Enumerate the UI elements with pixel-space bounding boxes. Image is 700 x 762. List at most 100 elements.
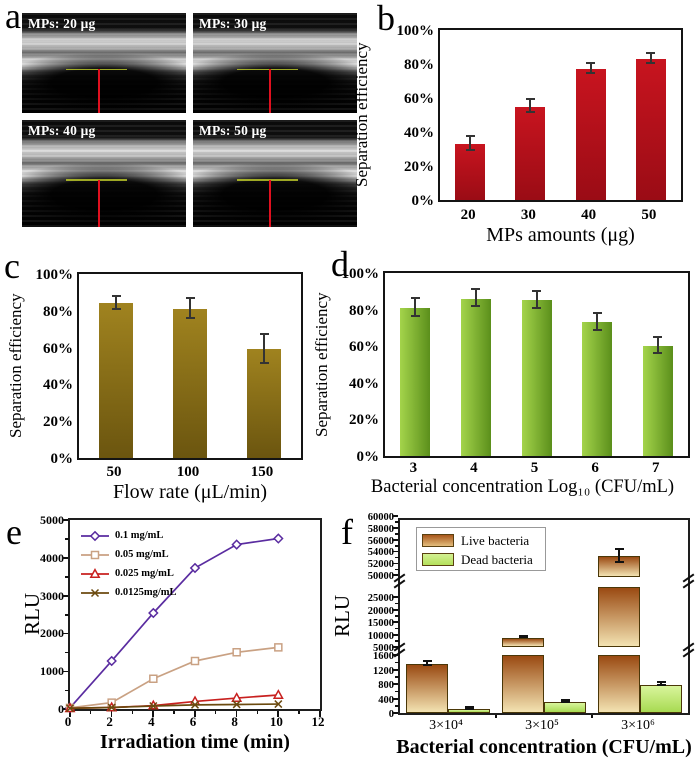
tick-mark — [392, 574, 398, 576]
error-cap — [646, 51, 656, 54]
ytick-label: 80% — [349, 302, 379, 319]
bar — [521, 300, 552, 456]
ytick-label: 5000 — [373, 643, 394, 654]
tick-mark — [152, 711, 154, 717]
ytick-label: 0% — [356, 449, 380, 465]
error-cap — [518, 635, 528, 637]
error-cap — [464, 707, 474, 710]
ytick-label: 56000 — [367, 535, 394, 547]
error-bar — [426, 661, 428, 667]
error-cap — [471, 288, 481, 291]
yticks-d: 0% 20% 40% 60% 80% 100% — [331, 266, 380, 465]
tick-mark — [392, 527, 398, 529]
micrograph-caption: MPs: 20 μg — [28, 16, 96, 31]
ytick-label: 800 — [378, 680, 394, 691]
ytick-label: 0 — [58, 702, 64, 716]
plot-e: 0.1 mg/mL 0.05 mg/mL 0.025 mg/mL 0.0125mg/m… — [62, 518, 322, 717]
marker-triangle — [89, 567, 101, 578]
error-cap — [410, 296, 420, 299]
plot-c — [77, 272, 303, 460]
ytick-label: 60% — [43, 340, 73, 357]
micrograph-20ug: MPs: 20 μg — [22, 13, 186, 113]
ytick-label: 100% — [396, 23, 435, 39]
error-cap — [646, 62, 656, 64]
xtick-label: 100 — [176, 464, 200, 480]
error-bar — [414, 298, 417, 317]
error-bar — [529, 99, 532, 114]
legend-swatch-dead — [422, 553, 454, 566]
ytick-label: 40% — [404, 125, 434, 141]
ytick-label: 52000 — [367, 559, 394, 571]
ytick-label: 0 — [388, 709, 394, 720]
minor-tick — [65, 576, 69, 578]
xtick-label: 10 — [269, 714, 283, 729]
error-bar — [189, 298, 191, 320]
legend-marker — [81, 550, 109, 559]
marker-diamond — [189, 562, 201, 574]
bar — [99, 303, 133, 458]
xtick-label: 50 — [641, 207, 657, 223]
tick-mark — [392, 633, 398, 636]
marker-x — [65, 704, 75, 713]
bar-segment — [406, 664, 448, 713]
y-axis-title-b: Separation efficiency — [352, 42, 371, 188]
error-cap — [592, 328, 602, 331]
minor-tick — [395, 640, 399, 642]
tick-mark — [62, 557, 68, 559]
tick-mark — [110, 711, 113, 717]
legend-item-dead: Dead bacteria — [422, 550, 545, 569]
marker-triangle — [189, 695, 201, 706]
error-cap — [111, 307, 121, 310]
minor-tick — [256, 710, 259, 714]
error-cap — [532, 290, 541, 293]
minor-tick — [65, 538, 69, 540]
micrograph-caption: MPs: 40 μg — [28, 123, 96, 138]
xticks-d: 3 4 5 6 7 — [383, 460, 690, 478]
yticks-c: 0% 20% 40% 60% 80% 100% — [25, 267, 74, 467]
error-cap — [464, 705, 474, 708]
bar-segment — [502, 637, 544, 647]
legend-marker — [81, 530, 109, 541]
ytick-label: 20% — [349, 412, 379, 429]
marker-square — [190, 656, 200, 666]
xticks-e: 0 2 4 6 8 10 12 — [65, 714, 325, 730]
error-bar — [535, 292, 538, 309]
error-cap — [532, 306, 541, 309]
marker-triangle — [272, 689, 284, 699]
ytick-label: 3000 — [40, 588, 64, 603]
legend-item: 0.025 mg/mL — [80, 564, 177, 583]
error-cap — [422, 664, 432, 667]
marker-square — [90, 550, 100, 559]
error-cap — [185, 296, 195, 299]
error-cap — [586, 72, 596, 75]
tick-mark — [62, 632, 68, 635]
bar — [575, 69, 606, 200]
minor-tick — [65, 613, 69, 616]
bar — [582, 322, 613, 456]
ytick-label: 0% — [411, 193, 435, 209]
ytick-label: 20% — [404, 159, 434, 175]
xtick-label: 4 — [470, 460, 478, 476]
legend-item: 0.0125mg/mL — [80, 583, 177, 602]
series-line — [69, 694, 279, 710]
panel-label-d: d — [331, 244, 349, 284]
ytick-label: 400 — [378, 694, 394, 706]
minor-tick — [495, 714, 497, 718]
micrograph-caption: MPs: 30 μg — [199, 16, 267, 31]
error-cap — [653, 352, 663, 355]
x-axis-title-f: Bacterial concentration (CFU/mL) — [396, 736, 692, 758]
error-cap — [592, 312, 602, 315]
marker-x — [107, 703, 116, 712]
xtick-label: 50 — [106, 464, 122, 480]
tick-mark — [62, 708, 68, 710]
marker-diamond — [106, 655, 117, 667]
ytick-label: 40% — [349, 375, 379, 392]
xtick-label: 5 — [530, 460, 539, 476]
bar — [173, 308, 207, 458]
x-axis-title-c: Flow rate (μL/min) — [112, 481, 268, 503]
marker-x — [149, 701, 158, 711]
minor-tick — [173, 710, 175, 714]
legend-f: Live bacteria Dead bacteria — [416, 527, 546, 571]
bar-segment — [502, 655, 544, 713]
x-axis-title-b: MPs amounts (μg) — [486, 224, 635, 246]
